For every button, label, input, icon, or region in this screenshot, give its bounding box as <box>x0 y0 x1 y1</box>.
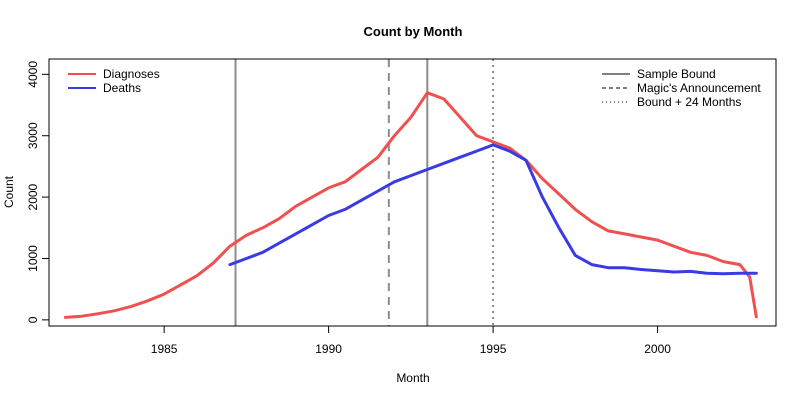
y-axis-label: Count <box>2 175 16 208</box>
y-tick-label-3000: 3000 <box>26 122 40 149</box>
x-tick-label-1985: 1985 <box>151 342 178 356</box>
x-tick-label-2000: 2000 <box>644 342 671 356</box>
x-tick-label-1995: 1995 <box>480 342 507 356</box>
legend-label-magic-announcement: Magic's Announcement <box>637 81 761 95</box>
legend-label-sample-bound: Sample Bound <box>637 67 716 81</box>
x-axis: 1985 1990 1995 2000 <box>151 325 671 356</box>
y-axis: 0 1000 2000 3000 4000 <box>26 61 50 323</box>
legend-label-diagnoses: Diagnoses <box>103 67 160 81</box>
y-tick-label-2000: 2000 <box>26 183 40 210</box>
x-axis-label: Month <box>396 371 429 385</box>
series-line-deaths <box>228 143 758 276</box>
legend-reference-lines: Sample Bound Magic's Announcement Bound … <box>602 67 761 109</box>
legend-label-deaths: Deaths <box>103 81 141 95</box>
reference-lines <box>234 59 495 326</box>
series-line-diagnoses <box>63 91 758 319</box>
y-tick-label-1000: 1000 <box>26 245 40 272</box>
legend-series: Diagnoses Deaths <box>68 67 160 95</box>
legend-label-bound-plus-24: Bound + 24 Months <box>637 95 741 109</box>
series-lines <box>63 91 758 319</box>
x-tick-label-1990: 1990 <box>315 342 342 356</box>
y-tick-label-4000: 4000 <box>26 61 40 88</box>
y-tick-label-0: 0 <box>26 316 40 323</box>
chart-title: Count by Month <box>364 24 463 39</box>
